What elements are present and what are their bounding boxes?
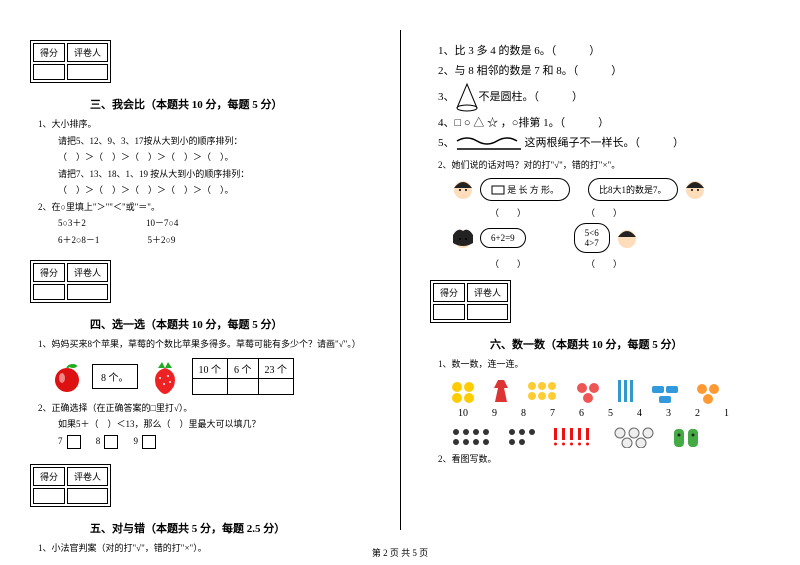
oranges-icon [694,382,722,404]
page-footer: 第 2 页 共 5 页 [0,546,800,559]
bubble-3: 6+2=9 [480,228,526,248]
section-5-title: 五、对与错（本题共 5 分，每题 2.5 分） [90,520,370,536]
paren-3[interactable]: （ ） [490,257,526,270]
choice-box-9[interactable] [142,435,156,449]
soccer-icon [612,426,656,448]
paren-4[interactable]: （ ） [586,257,622,270]
girl-head-3-icon [450,225,476,251]
apple-icon [50,360,84,394]
q4-line: 如果5＋（ ）＜13，那么（ ）里最大可以填几？ [58,418,370,432]
apple-row: 8 个。 10 个 6 个 23 个 [50,358,370,396]
judge-2: 2、与 8 相邻的数是 7 和 8。（ ） [438,63,770,80]
ropes-icon [455,135,525,153]
ducks-icon [526,380,560,404]
score-box-3: 得分 评卷人 [30,40,111,83]
girl-head-1-icon [450,176,476,202]
number-row: 10 9 8 7 6 5 4 3 2 1 [458,408,770,419]
score-box-4: 得分 评卷人 [30,260,111,303]
choice-box-8[interactable] [104,435,118,449]
blocks-icon [672,425,702,449]
score-h2: 评卷人 [67,43,108,62]
section-4-title: 四、选一选（本题共 10 分，每题 5 分） [90,316,370,332]
cars-icon [650,382,680,404]
q1-line2: 请把7、13、18、1、19 按从大到小的顺序排列： [58,168,370,182]
q2-label: 2、在○里填上"＞""＜"或"＝"。 [38,201,370,215]
apple-count: 8 个。 [92,364,138,389]
girl-head-2-icon [682,176,708,202]
judge-5: 5、 这两根绳子不一样长。（ ） [438,135,770,153]
dots-icon [450,426,490,448]
count-icons-row [450,378,770,404]
dress-icon [490,378,512,404]
q4-label: 2、正确选择（在正确答案的□里打√）。 [38,402,370,416]
q2b: 10－7○4 [146,217,178,231]
bubble-2: 比8大1的数是7。 [588,178,678,201]
q3-label: 1、妈妈买来8个苹果，草莓的个数比苹果多得多。草莓可能有多少个？请画"√"。） [38,338,370,352]
score-box-5: 得分 评卷人 [30,464,111,507]
section-6-title: 六、数一数（本题共 10 分，每题 5 分） [490,336,770,352]
bubble-4: 5<64>7 [574,223,610,253]
q1-blanks2: （ ）＞（ ）＞（ ）＞（ ）＞（ ）。 [58,184,370,198]
q2c: 6＋2○8－1 [58,234,99,248]
strawberry-options: 10 个 6 个 23 个 [192,358,295,395]
balls-icon [450,380,476,404]
cone-icon [455,82,479,112]
pens-icon [616,378,636,404]
judge-1: 1、比 3 多 4 的数是 6。（ ） [438,43,770,60]
paren-2[interactable]: （ ） [586,206,622,219]
left-column: 得分 评卷人 三、我会比（本题共 10 分，每题 5 分） 1、大小排序。 请把… [0,0,400,540]
judge-3: 3、 不是圆柱。（ ） [438,82,770,112]
q6-1: 1、数一数，连一连。 [438,358,770,372]
q2r-label: 2、她们说的话对吗？对的打"√"，错的打"×"。 [438,159,770,173]
q1-line1: 请把5、12、9、3、17按从大到小的顺序排列： [58,135,370,149]
opt2[interactable]: 6 个 [228,359,259,379]
opt3[interactable]: 23 个 [258,359,294,379]
q4-choices: 7 8 9 [58,435,370,449]
section-3-title: 三、我会比（本题共 10 分，每题 5 分） [90,96,370,112]
judge-4: 4、□ ○ △ ☆ ，○排第 1。（ ） [438,115,770,132]
flowers-icon [574,380,602,404]
exclaim-icon [552,426,596,448]
q2d: 5＋2○9 [147,234,175,248]
girl-head-4-icon [614,225,640,251]
strawberry-icon [146,358,184,396]
score-box-6: 得分 评卷人 [430,280,511,323]
dots2-icon [506,426,536,448]
bubble-1: 是 长 方 形。 [480,178,570,201]
right-column: 1、比 3 多 4 的数是 6。（ ） 2、与 8 相邻的数是 7 和 8。（ … [400,0,800,540]
q6-2: 2、看图写数。 [438,453,770,467]
opt1[interactable]: 10 个 [192,359,228,379]
q1-blanks1: （ ）＞（ ）＞（ ）＞（ ）＞（ ）。 [58,151,370,165]
paren-1[interactable]: （ ） [490,206,526,219]
choice-box-7[interactable] [67,435,81,449]
score-h1: 得分 [33,43,65,62]
q1-label: 1、大小排序。 [38,118,370,132]
q2a: 5○3＋2 [58,217,86,231]
example-row [450,425,770,449]
